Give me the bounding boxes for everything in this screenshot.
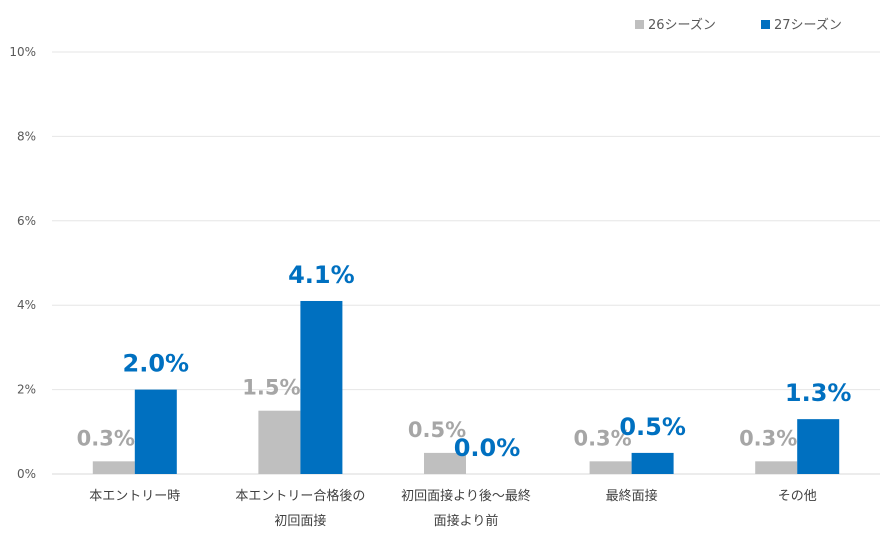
y-axis-ticks: 0% 2% 4% 6% 8% 10% — [9, 45, 36, 481]
bar-series-a — [92, 461, 135, 474]
bar-series-a — [589, 461, 632, 474]
legend-swatch — [761, 20, 770, 29]
data-label: 1.3% — [785, 379, 852, 407]
data-label: 0.0% — [454, 434, 521, 462]
legend-swatch — [635, 20, 644, 29]
bar-series-a — [755, 461, 798, 474]
y-tick-label: 2% — [17, 383, 36, 397]
category-label: その他 — [778, 489, 817, 504]
y-tick-label: 6% — [17, 214, 36, 228]
bar-series-b — [797, 419, 840, 474]
data-label: 0.3% — [77, 426, 135, 450]
bars — [92, 300, 840, 474]
legend-label: 27シーズン — [774, 17, 842, 33]
data-label: 0.3% — [739, 426, 797, 450]
y-tick-label: 8% — [17, 129, 36, 143]
category-label: 最終面接 — [606, 488, 658, 504]
bar-series-a — [258, 410, 301, 474]
data-label: 2.0% — [123, 350, 190, 378]
data-label: 0.3% — [573, 426, 631, 450]
category-label: 本エントリー時 — [89, 489, 180, 504]
legend-label: 26シーズン — [648, 17, 716, 33]
data-labels: 0.3%2.0%1.5%4.1%0.5%0.0% 0.3%0.5% 0.3%1.3% — [77, 261, 852, 462]
category-label: 初回面接より後～最終 — [401, 488, 531, 504]
bar-series-b — [300, 300, 343, 474]
category-label: 面接より前 — [434, 513, 499, 529]
gridlines — [52, 51, 880, 475]
y-tick-label: 0% — [17, 467, 36, 481]
bar-series-a — [424, 452, 466, 474]
y-tick-label: 10% — [9, 45, 36, 59]
y-tick-label: 4% — [17, 298, 36, 312]
data-label: 1.5% — [242, 376, 300, 400]
bar-series-b — [134, 389, 177, 474]
legend: 26シーズン 27シーズン — [635, 17, 842, 33]
data-label: 0.5% — [619, 413, 686, 441]
category-label: 初回面接 — [274, 513, 326, 529]
data-label: 4.1% — [288, 261, 355, 289]
data-label: 0.5% — [408, 418, 466, 442]
category-label: 本エントリー合格後の — [235, 488, 365, 504]
bar-series-b — [631, 452, 674, 474]
